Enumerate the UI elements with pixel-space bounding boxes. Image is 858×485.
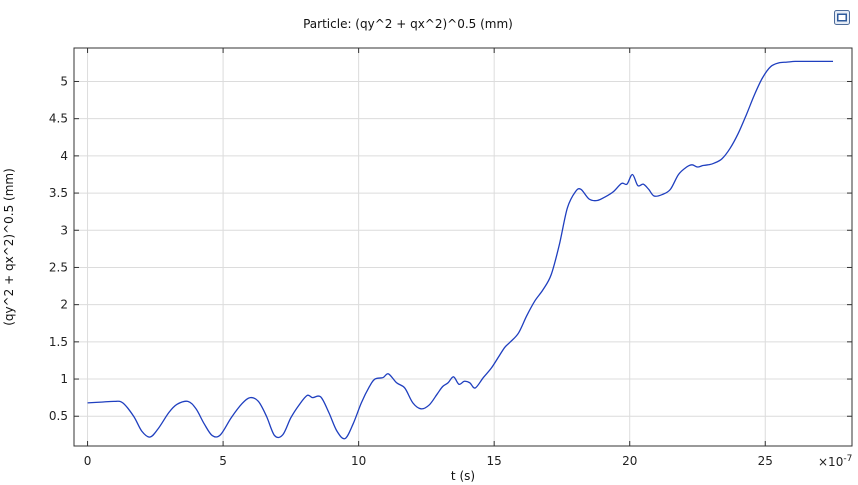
x-tick-label: 25 xyxy=(758,454,773,468)
grid-lines xyxy=(74,48,852,446)
y-tick-label: 4 xyxy=(60,149,68,163)
y-tick-label: 2 xyxy=(60,298,68,312)
series-line xyxy=(87,60,834,440)
x-tick-label: 15 xyxy=(487,454,502,468)
y-tick-label: 2.5 xyxy=(49,260,68,274)
axis-ticks: 0 5 10 15 20 25 0.5 1 1.5 2 2.5 3 3.5 4 4.5 5 xyxy=(49,48,852,468)
x-tick-label: 5 xyxy=(219,454,227,468)
window-restore-icon[interactable] xyxy=(834,10,850,25)
x-tick-label: 0 xyxy=(84,454,92,468)
x-multiplier-exponent: -7 xyxy=(843,454,852,464)
plot-frame xyxy=(73,47,853,447)
y-tick-label: 3 xyxy=(60,223,68,237)
y-tick-label: 4.5 xyxy=(49,112,68,126)
x-axis-label: t (s) xyxy=(451,469,475,483)
x-multiplier-base: ×10 xyxy=(818,455,843,469)
y-tick-label: 1 xyxy=(60,372,68,386)
x-tick-label: 20 xyxy=(622,454,637,468)
x-axis-multiplier: ×10-7 xyxy=(818,454,852,469)
y-tick-label: 1.5 xyxy=(49,335,68,349)
y-tick-label: 3.5 xyxy=(49,186,68,200)
y-axis-label: (qy^2 + qx^2)^0.5 (mm) xyxy=(2,168,16,326)
x-tick-label: 10 xyxy=(351,454,366,468)
chart-title: Particle: (qy^2 + qx^2)^0.5 (mm) xyxy=(303,17,513,31)
y-tick-label: 0.5 xyxy=(49,409,68,423)
y-tick-label: 5 xyxy=(60,74,68,88)
